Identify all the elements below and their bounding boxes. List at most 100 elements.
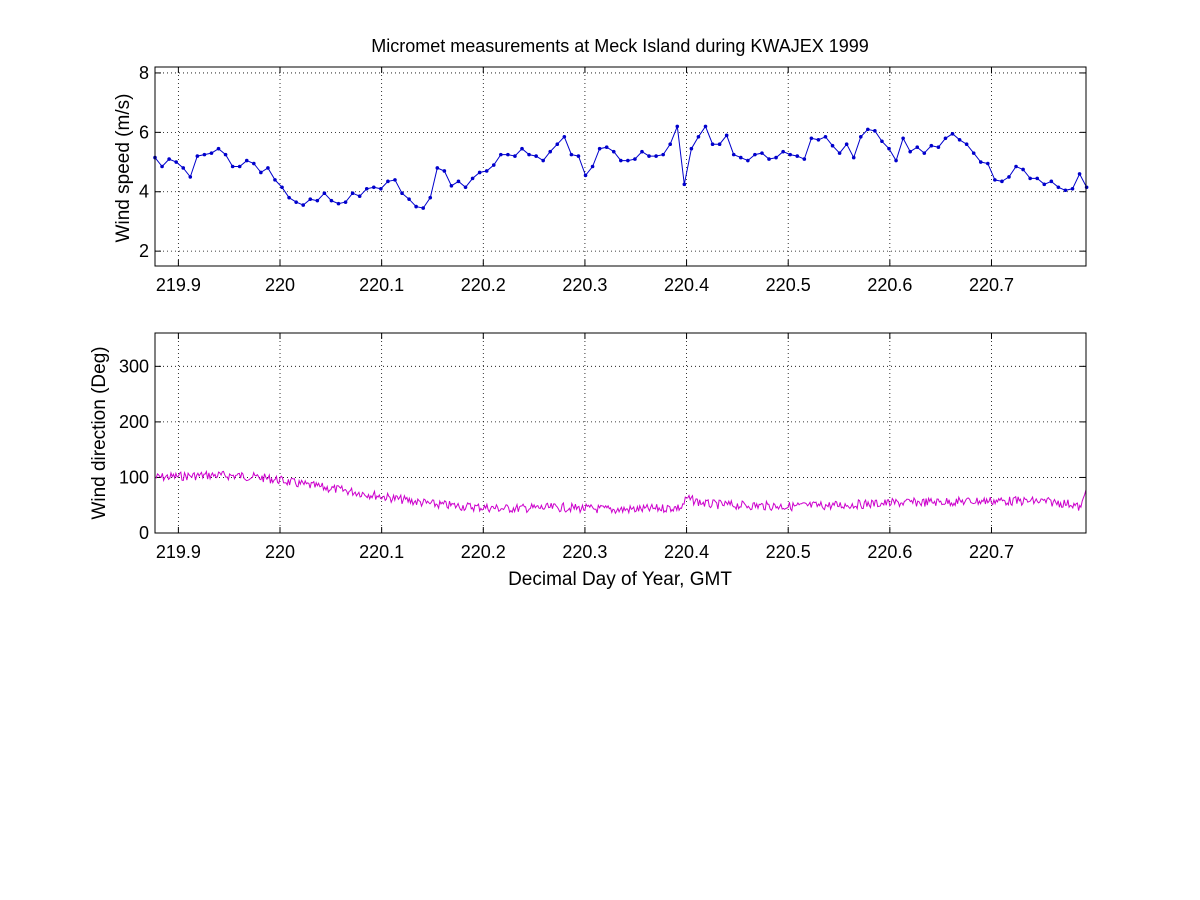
wind-speed-data-point <box>463 185 468 190</box>
wind-direction-y-axis-label: Wind direction (Deg) <box>89 346 110 519</box>
wind-speed-data-point <box>1007 175 1011 179</box>
wind-direction-x-tick-label: 220 <box>265 542 295 562</box>
wind-speed-data-point <box>1014 164 1018 169</box>
wind-speed-data-point <box>626 158 630 163</box>
wind-speed-data-point <box>675 124 680 129</box>
wind-speed-data-point <box>583 173 588 178</box>
wind-speed-ticks: 219.9 220 220.1 220.2 220.3 220.4 220.5 220.6 22… <box>139 63 1086 295</box>
wind-speed-data-point <box>167 157 171 161</box>
wind-direction-x-tick-label: 220.4 <box>664 542 709 562</box>
wind-speed-data-point <box>1035 176 1040 181</box>
wind-speed-data-point <box>604 145 609 149</box>
wind-speed-data-point <box>400 191 404 196</box>
wind-speed-data-point <box>929 143 934 148</box>
wind-speed-data-point <box>710 142 715 147</box>
wind-speed-data-point <box>1084 185 1089 190</box>
wind-speed-data-point <box>1049 179 1054 184</box>
wind-speed-data-point <box>837 151 842 155</box>
wind-speed-data-point <box>209 151 214 155</box>
wind-speed-data-point <box>915 145 920 149</box>
wind-direction-x-tick-label: 219.9 <box>156 542 201 562</box>
wind-direction-ticks: 219.9 220 220.1 220.2 220.3 220.4 220.5 220.6 22… <box>119 333 1086 562</box>
wind-speed-data-point <box>428 195 433 200</box>
wind-speed-data-point <box>470 176 475 181</box>
wind-speed-data-point <box>668 142 673 147</box>
wind-speed-data-point <box>816 137 821 142</box>
wind-speed-data-point <box>357 194 362 199</box>
wind-speed-data-point <box>513 154 517 158</box>
wind-speed-data-point <box>731 152 736 157</box>
wind-direction-y-tick-label: 200 <box>119 412 149 432</box>
wind-speed-data-point <box>477 170 482 175</box>
wind-speed-data-point <box>336 201 341 206</box>
wind-speed-data-point <box>252 161 256 166</box>
wind-speed-data-point <box>633 157 637 161</box>
wind-speed-data-point <box>499 152 503 157</box>
x-axis-label: Decimal Day of Year, GMT <box>508 569 732 590</box>
wind-speed-data-point <box>717 142 722 147</box>
wind-speed-series <box>153 124 1089 210</box>
wind-direction-x-tick-label: 220.3 <box>562 542 607 562</box>
wind-speed-data-point <box>230 164 235 169</box>
wind-speed-data-point <box>619 158 623 163</box>
wind-speed-data-point <box>407 197 411 201</box>
wind-speed-data-point <box>993 178 997 182</box>
wind-speed-data-point <box>280 185 284 190</box>
wind-speed-data-point <box>329 198 334 203</box>
wind-speed-axes-box <box>154 66 1087 267</box>
wind-speed-data-point <box>322 191 327 196</box>
wind-speed-data-point <box>795 154 800 158</box>
wind-speed-data-point <box>858 134 863 139</box>
wind-speed-y-tick-label: 8 <box>139 63 149 83</box>
wind-speed-data-point <box>703 124 708 129</box>
wind-speed-data-point <box>936 145 941 149</box>
wind-speed-x-tick-label: 220.7 <box>969 275 1014 295</box>
wind-speed-data-point <box>160 164 164 169</box>
wind-speed-x-tick-label: 219.9 <box>156 275 201 295</box>
wind-speed-data-point <box>414 204 418 209</box>
wind-speed-data-point <box>301 203 306 207</box>
wind-speed-data-point <box>809 136 814 141</box>
wind-speed-data-point <box>421 206 425 210</box>
wind-speed-data-point <box>1077 172 1082 176</box>
chart-title: Micromet measurements at Meck Island dur… <box>371 36 869 56</box>
wind-speed-data-point <box>908 149 912 154</box>
wind-speed-data-point <box>315 198 320 203</box>
wind-speed-data-point <box>590 164 595 169</box>
wind-speed-data-point <box>802 157 807 161</box>
wind-speed-data-point <box>689 146 694 151</box>
wind-speed-data-point <box>393 178 397 182</box>
wind-speed-data-point <box>506 152 510 157</box>
wind-speed-data-point <box>943 136 948 141</box>
wind-speed-data-point <box>287 195 291 200</box>
wind-speed-data-point <box>216 146 221 151</box>
wind-direction-y-tick-label: 100 <box>119 467 149 487</box>
wind-speed-data-point <box>873 129 877 133</box>
wind-speed-data-point <box>195 154 200 158</box>
wind-speed-data-point <box>661 152 665 157</box>
wind-direction-y-tick-label: 300 <box>119 356 149 376</box>
wind-direction-grid <box>155 333 1086 533</box>
wind-speed-data-point <box>1042 182 1047 187</box>
wind-direction-x-tick-label: 220.5 <box>766 542 811 562</box>
wind-speed-data-point <box>866 127 870 132</box>
wind-speed-data-point <box>534 154 538 158</box>
wind-speed-data-point <box>174 160 178 164</box>
wind-speed-data-point <box>237 164 242 169</box>
wind-speed-data-point <box>449 184 454 188</box>
wind-speed-data-point <box>364 186 369 191</box>
wind-speed-data-point <box>851 155 856 160</box>
wind-speed-data-point <box>266 166 270 170</box>
wind-direction-axes-box <box>154 332 1087 534</box>
wind-speed-x-tick-label: 220.1 <box>359 275 404 295</box>
wind-speed-data-point <box>894 158 898 163</box>
wind-speed-data-point <box>308 197 313 201</box>
wind-speed-data-point <box>181 166 186 170</box>
wind-speed-data-point <box>654 154 658 158</box>
wind-speed-x-tick-label: 220.2 <box>461 275 506 295</box>
wind-speed-data-point <box>1021 167 1025 172</box>
wind-speed-y-tick-label: 6 <box>139 122 149 142</box>
wind-speed-data-point <box>788 152 792 157</box>
wind-speed-data-point <box>527 152 531 157</box>
wind-speed-data-point <box>887 146 891 151</box>
